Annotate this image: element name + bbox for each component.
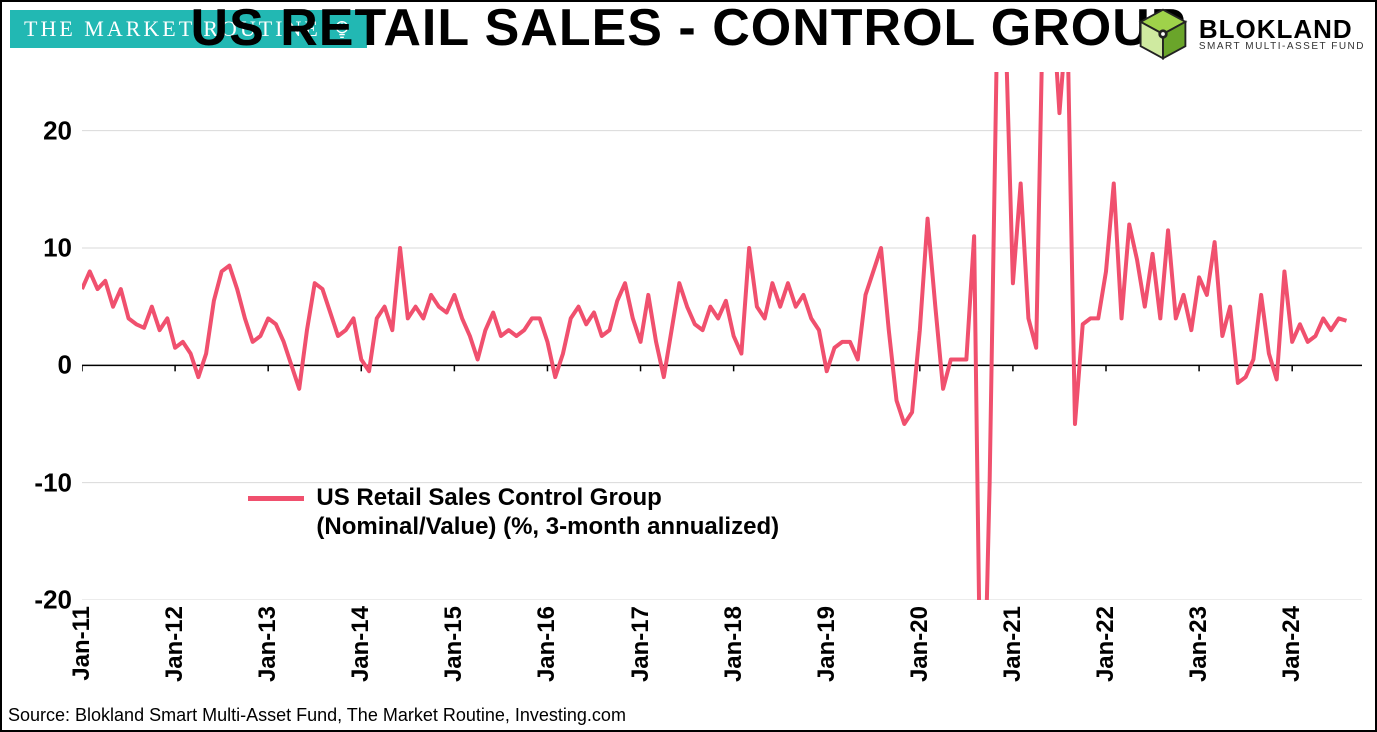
- x-tick-label: Jan-16: [533, 600, 561, 682]
- blokland-sub: SMART MULTI-ASSET FUND: [1199, 42, 1365, 52]
- source-line: Source: Blokland Smart Multi-Asset Fund,…: [8, 705, 626, 726]
- legend-label: US Retail Sales Control Group(Nominal/Va…: [316, 484, 779, 542]
- x-tick-label: Jan-21: [999, 600, 1027, 682]
- chart-plot-area: -20-1001020Jan-11Jan-12Jan-13Jan-14Jan-1…: [82, 72, 1362, 600]
- x-tick-label: Jan-14: [347, 600, 375, 682]
- x-tick-label: Jan-23: [1185, 600, 1213, 682]
- y-tick-label: 0: [58, 350, 82, 381]
- x-tick-label: Jan-15: [440, 600, 468, 682]
- y-tick-label: 10: [43, 233, 82, 264]
- blokland-cube-icon: [1135, 6, 1191, 62]
- x-tick-label: Jan-13: [254, 600, 282, 682]
- legend: US Retail Sales Control Group(Nominal/Va…: [248, 484, 779, 542]
- x-tick-label: Jan-12: [161, 600, 189, 682]
- x-tick-label: Jan-20: [906, 600, 934, 682]
- y-tick-label: -10: [34, 467, 82, 498]
- x-tick-label: Jan-19: [813, 600, 841, 682]
- header: THE MARKET ROUTINE US RETAIL SALES - CON…: [2, 2, 1375, 72]
- blokland-logo-block: BLOKLAND SMART MULTI-ASSET FUND: [1135, 6, 1365, 62]
- x-tick-label: Jan-11: [68, 600, 96, 681]
- x-tick-label: Jan-18: [720, 600, 748, 682]
- legend-swatch: [248, 496, 304, 501]
- chart-title: US RETAIL SALES - CONTROL GROUP: [191, 0, 1187, 58]
- blokland-name: BLOKLAND: [1199, 16, 1365, 42]
- x-tick-label: Jan-24: [1278, 600, 1306, 682]
- x-tick-label: Jan-17: [627, 600, 655, 682]
- y-tick-label: 20: [43, 115, 82, 146]
- x-tick-label: Jan-22: [1092, 600, 1120, 682]
